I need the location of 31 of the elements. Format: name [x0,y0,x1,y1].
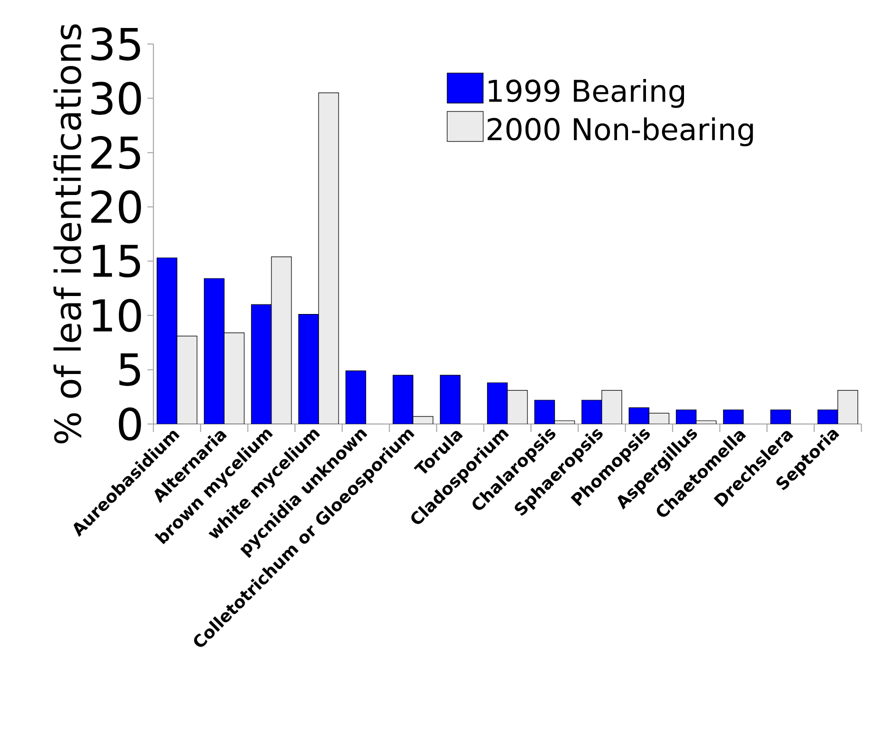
y-tick-label: 35 [91,27,140,61]
y-tick-label: 5 [119,353,140,386]
bar [156,258,178,424]
bar [176,336,198,424]
y-tick-label: 20 [91,190,141,224]
bar [487,382,508,424]
bar [224,332,245,424]
bar [582,400,602,424]
y-tick-label: 10 [92,298,141,332]
y-tick-label: 30 [91,82,141,115]
bar [628,407,650,424]
bar [271,256,292,424]
y-tick-label: 15 [92,244,140,278]
bar [818,410,838,424]
bar [318,92,339,424]
bar [204,278,225,424]
bar [440,374,461,424]
bar [392,374,414,424]
bar [676,410,697,424]
bar [838,390,858,424]
bar [251,304,272,424]
bar [602,390,622,424]
bar [298,314,319,424]
legend-label: 2000 Non-bearing [488,117,753,146]
legend-label: 1999 Bearing [488,78,684,108]
bar [770,410,791,424]
bar [346,370,366,424]
bar [534,400,555,424]
y-tick-label: 25 [91,136,140,170]
bar [507,390,528,424]
bar [723,410,744,424]
